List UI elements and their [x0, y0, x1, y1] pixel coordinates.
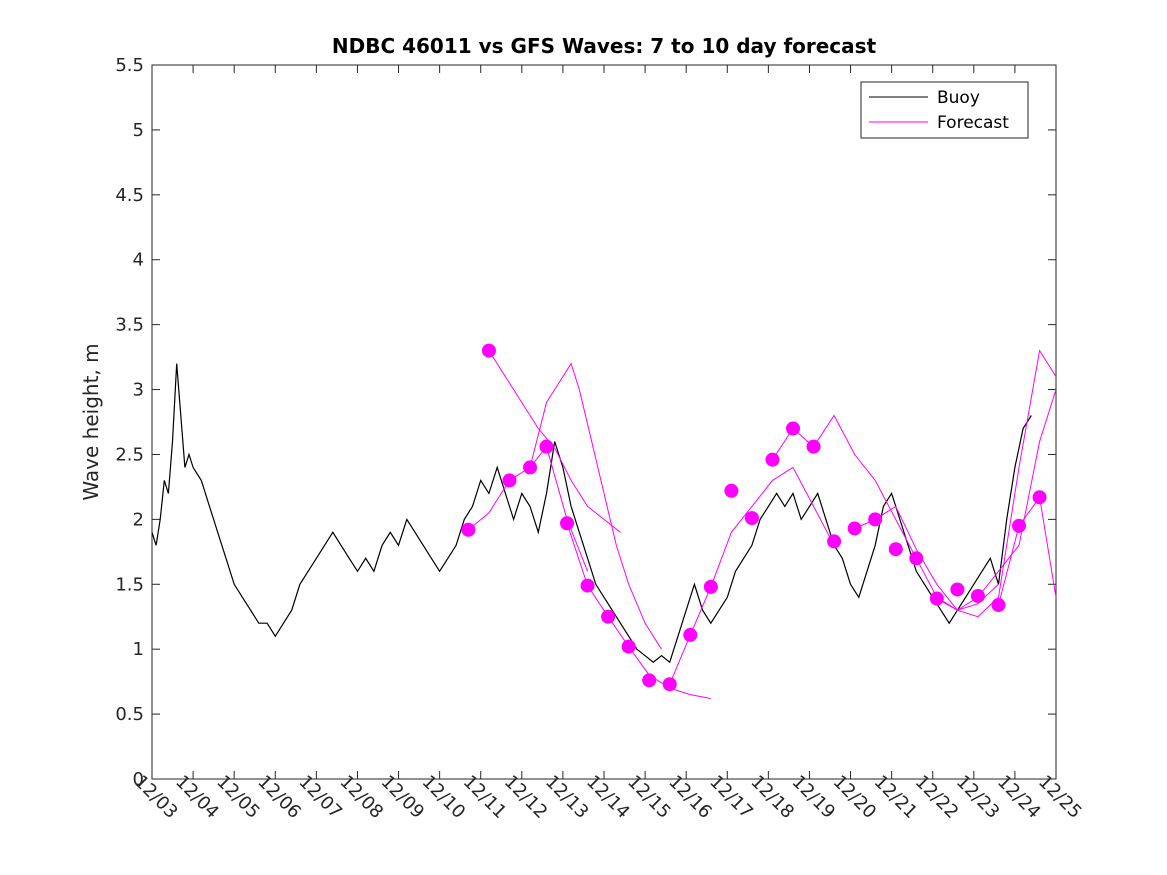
- y-tick-label: 3: [133, 380, 144, 401]
- plot-area: [151, 64, 1057, 780]
- forecast-marker: [539, 439, 554, 454]
- forecast-marker: [909, 551, 924, 566]
- forecast-marker: [868, 512, 883, 527]
- legend-box: [860, 81, 1029, 139]
- forecast-marker: [765, 452, 780, 467]
- forecast-marker: [523, 460, 538, 475]
- forecast-marker: [888, 542, 903, 557]
- forecast-marker: [580, 578, 595, 593]
- chart-title: NDBC 46011 vs GFS Waves: 7 to 10 day for…: [332, 34, 877, 58]
- forecast-marker: [1032, 490, 1047, 505]
- forecast-series-line: [488, 350, 621, 533]
- forecast-marker: [744, 511, 759, 526]
- forecast-marker: [1012, 518, 1027, 533]
- forecast-marker: [621, 639, 636, 654]
- forecast-marker: [786, 421, 801, 436]
- series-layer: [151, 343, 1057, 699]
- y-tick-label: 2: [133, 509, 144, 530]
- forecast-marker: [502, 473, 517, 488]
- forecast-marker: [601, 609, 616, 624]
- forecast-marker: [991, 598, 1006, 613]
- forecast-marker: [642, 673, 657, 688]
- y-axis: 0 0.5 1 1.5 2 2.5 3 3.5 4 4.5 5 5.5: [115, 55, 1056, 790]
- y-tick-label: 1.5: [115, 574, 144, 595]
- buoy-series-line: [151, 363, 1032, 664]
- forecast-marker: [683, 627, 698, 642]
- forecast-marker: [929, 591, 944, 606]
- forecast-marker: [724, 483, 739, 498]
- y-tick-label: 2.5: [115, 444, 144, 465]
- forecast-marker: [662, 677, 677, 692]
- axes-box: [151, 64, 1057, 780]
- forecast-series-line: [936, 389, 1057, 611]
- forecast-series-line: [998, 496, 1057, 606]
- forecast-marker: [461, 522, 476, 537]
- y-tick-label: 3.5: [115, 315, 144, 336]
- forecast-marker: [970, 588, 985, 603]
- legend-buoy-label: Buoy: [937, 88, 980, 108]
- forecast-series-line: [669, 466, 835, 685]
- y-tick-label: 0: [133, 769, 144, 790]
- y-axis-label: Wave height, m: [79, 343, 103, 500]
- forecast-marker: [481, 343, 496, 358]
- forecast-series-line: [529, 362, 662, 650]
- y-tick-label: 5.5: [115, 55, 144, 76]
- y-tick-label: 4: [133, 250, 144, 271]
- y-tick-label: 1: [133, 639, 144, 660]
- legend-forecast-label: Forecast: [937, 113, 1009, 133]
- forecast-marker: [806, 439, 821, 454]
- forecast-marker: [827, 534, 842, 549]
- y-tick-label: 5: [133, 120, 144, 141]
- legend: Buoy Forecast: [860, 81, 1029, 139]
- forecast-marker: [950, 582, 965, 597]
- y-tick-label: 4.5: [115, 185, 144, 206]
- forecast-marker: [560, 516, 575, 531]
- forecast-marker: [847, 521, 862, 536]
- y-tick-label: 0.5: [115, 704, 144, 725]
- forecast-marker: [703, 579, 718, 594]
